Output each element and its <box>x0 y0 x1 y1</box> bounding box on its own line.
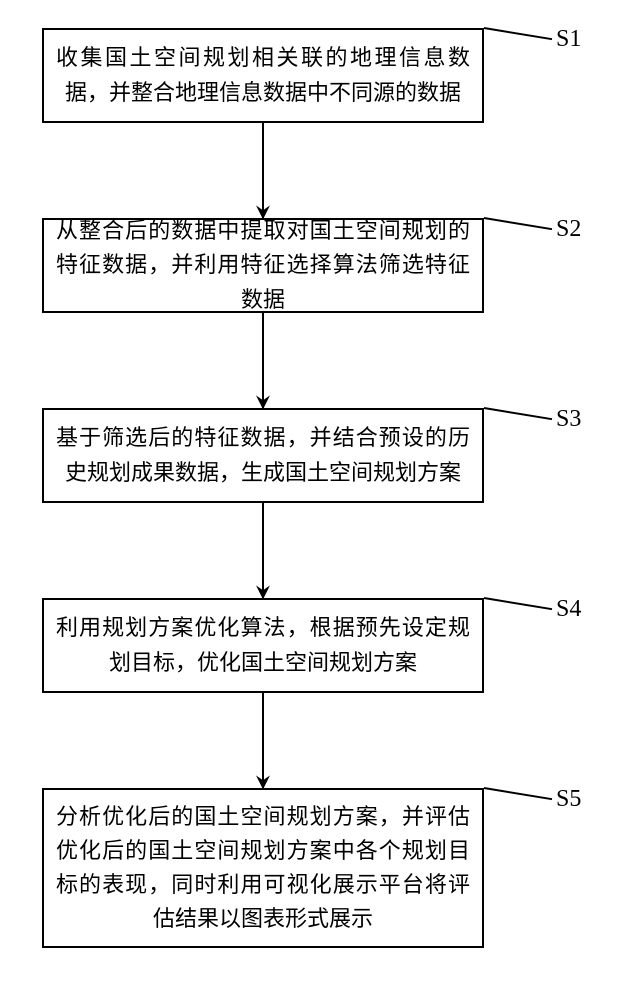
label-connector-2 <box>484 218 552 229</box>
step-label-5: S5 <box>556 786 581 813</box>
flowchart-node-5: 分析优化后的国土空间规划方案，并评估优化后的国土空间规划方案中各个规划目标的表现… <box>42 788 484 948</box>
label-connector-3 <box>484 408 552 419</box>
label-connector-1 <box>484 28 552 39</box>
flowchart-node-text-2: 从整合后的数据中提取对国土空间规划的特征数据，并利用特征选择算法筛选特征数据 <box>56 214 470 316</box>
flowchart-canvas: 收集国土空间规划相关联的地理信息数据，并整合地理信息数据中不同源的数据从整合后的… <box>0 0 628 1000</box>
flowchart-node-3: 基于筛选后的特征数据，并结合预设的历史规划成果数据，生成国土空间规划方案 <box>42 408 484 503</box>
step-label-1: S1 <box>556 26 581 53</box>
flowchart-node-1: 收集国土空间规划相关联的地理信息数据，并整合地理信息数据中不同源的数据 <box>42 28 484 123</box>
label-connector-5 <box>484 788 552 799</box>
flowchart-node-4: 利用规划方案优化算法，根据预先设定规划目标，优化国土空间规划方案 <box>42 598 484 693</box>
step-label-2: S2 <box>556 216 581 243</box>
flowchart-node-text-1: 收集国土空间规划相关联的地理信息数据，并整合地理信息数据中不同源的数据 <box>56 41 470 109</box>
step-label-4: S4 <box>556 596 581 623</box>
flowchart-node-text-4: 利用规划方案优化算法，根据预先设定规划目标，优化国土空间规划方案 <box>56 611 470 679</box>
flowchart-node-text-3: 基于筛选后的特征数据，并结合预设的历史规划成果数据，生成国土空间规划方案 <box>56 421 470 489</box>
label-connector-4 <box>484 598 552 609</box>
flowchart-node-2: 从整合后的数据中提取对国土空间规划的特征数据，并利用特征选择算法筛选特征数据 <box>42 218 484 313</box>
step-label-3: S3 <box>556 406 581 433</box>
flowchart-node-text-5: 分析优化后的国土空间规划方案，并评估优化后的国土空间规划方案中各个规划目标的表现… <box>56 800 470 936</box>
